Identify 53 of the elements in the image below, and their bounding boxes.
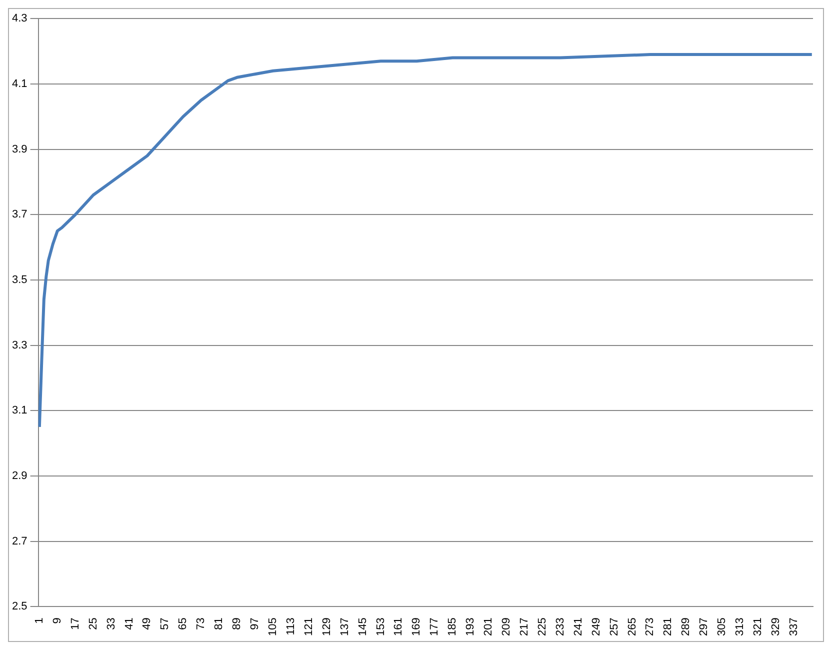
x-tick-label: 225 — [536, 618, 548, 636]
x-tick-label: 65 — [177, 618, 190, 630]
x-tick-label: 257 — [608, 618, 620, 636]
x-tick-label: 9 — [51, 618, 64, 624]
x-tick-label: 1 — [33, 618, 46, 624]
x-tick-label: 337 — [788, 618, 800, 636]
x-tick-label: 209 — [500, 618, 513, 636]
x-tick-label: 49 — [141, 618, 154, 630]
x-tick-label: 153 — [374, 618, 387, 636]
x-tick-label: 265 — [626, 618, 638, 636]
x-tick-label: 25 — [87, 618, 100, 630]
x-tick-label: 217 — [518, 618, 530, 636]
y-tick-label: 3.7 — [12, 208, 28, 221]
y-tick-label: 3.3 — [12, 339, 28, 352]
x-tick-label: 193 — [464, 618, 477, 636]
x-tick-label: 33 — [105, 618, 118, 630]
x-tick-label: 249 — [590, 618, 602, 636]
x-tick-label: 17 — [69, 618, 82, 630]
x-tick-label: 273 — [644, 618, 656, 636]
x-tick-label: 289 — [680, 618, 692, 636]
y-tick-label: 3.9 — [12, 143, 28, 156]
x-tick-label: 281 — [662, 618, 674, 636]
y-tick-label: 3.1 — [12, 404, 28, 417]
x-tick-label: 313 — [734, 618, 746, 636]
x-tick-label: 169 — [410, 618, 423, 636]
y-tick-label: 2.5 — [12, 600, 28, 613]
x-tick-label: 305 — [716, 618, 728, 636]
x-tick-label: 177 — [428, 618, 441, 636]
x-tick-label: 97 — [249, 618, 262, 630]
x-tick-label: 201 — [482, 618, 495, 636]
y-tick-label: 2.7 — [12, 535, 28, 548]
y-tick-label: 4.3 — [12, 12, 28, 25]
x-tick-label: 297 — [698, 618, 710, 636]
x-tick-label: 113 — [284, 618, 297, 636]
x-tick-label: 145 — [356, 618, 369, 636]
x-tick-label: 129 — [320, 618, 333, 636]
y-tick-label: 2.9 — [12, 470, 28, 482]
x-tick-label: 161 — [392, 618, 405, 636]
x-tick-label: 233 — [554, 618, 566, 636]
x-tick-label: 329 — [770, 618, 782, 636]
x-tick-label: 241 — [572, 618, 584, 636]
x-tick-label: 73 — [195, 618, 208, 630]
x-tick-label: 121 — [302, 618, 315, 636]
x-tick-label: 81 — [213, 618, 226, 630]
x-tick-label: 321 — [752, 618, 764, 636]
x-tick-label: 57 — [159, 618, 172, 630]
x-tick-label: 89 — [231, 618, 244, 630]
y-tick-label: 4.1 — [12, 78, 28, 90]
y-tick-label: 3.5 — [12, 274, 28, 286]
x-tick-label: 41 — [123, 618, 136, 630]
x-tick-label: 105 — [266, 618, 279, 636]
x-tick-label: 137 — [338, 618, 351, 636]
x-tick-label: 185 — [446, 618, 459, 636]
